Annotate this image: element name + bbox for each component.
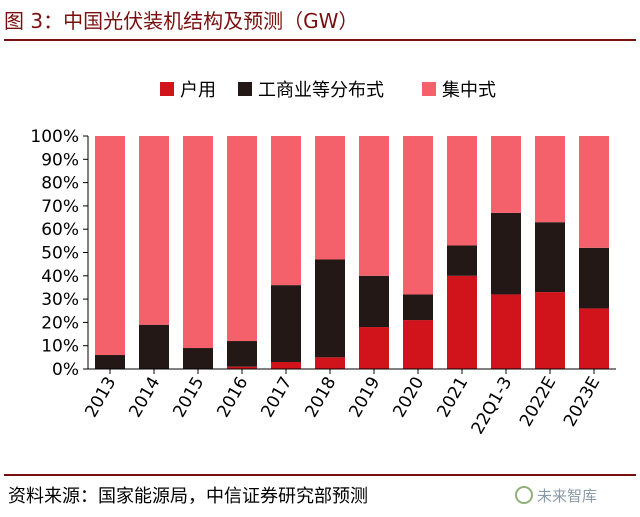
legend-item-centralized: 集中式	[422, 72, 496, 106]
legend-item-distributed: 工商业等分布式	[238, 72, 384, 106]
bar-segment-distributed	[315, 259, 345, 358]
bar-segment-household	[579, 308, 609, 369]
bar-segment-centralized	[315, 136, 345, 260]
bar-segment-distributed	[447, 245, 477, 276]
legend-label-distributed: 工商业等分布式	[258, 80, 384, 101]
bar-segment-centralized	[579, 136, 609, 248]
source-note: 资料来源：国家能源局，中信证券研究部预测	[8, 486, 368, 507]
x-tick-label: 2017	[257, 374, 296, 421]
y-tick-label: 20%	[41, 313, 79, 333]
bar-segment-centralized	[271, 136, 301, 286]
chart-title: 图 3：中国光伏装机结构及预测（GW）	[4, 9, 359, 33]
stacked-bar-chart: 0%10%20%30%40%50%60%70%80%90%100%2013 201…	[30, 127, 616, 438]
x-tick-label: 2021	[433, 374, 472, 421]
legend-label-household: 户用	[180, 80, 216, 101]
bar-segment-centralized	[491, 136, 521, 213]
x-tick-label: 2014	[125, 374, 164, 421]
bar-segment-distributed	[491, 212, 521, 295]
bar-segment-household	[315, 357, 345, 369]
bar-segment-centralized	[359, 136, 389, 276]
x-tick-label: 2018	[301, 374, 340, 421]
sun-logo-icon	[515, 486, 533, 504]
watermark-text: 未来智库	[537, 486, 598, 505]
legend-swatch-household	[160, 82, 174, 96]
y-tick-label: 90%	[41, 150, 79, 170]
x-tick-label: 2020	[389, 374, 428, 421]
bar-segment-distributed	[359, 275, 389, 328]
y-tick-label: 100%	[30, 127, 79, 147]
x-tick-label: 22Q1-3	[468, 374, 517, 438]
y-tick-label: 50%	[41, 244, 79, 264]
bar-segment-distributed	[579, 247, 609, 309]
y-tick-label: 10%	[41, 337, 79, 357]
bar-segment-household	[491, 294, 521, 369]
bar-segment-household	[359, 327, 389, 369]
bar-segment-centralized	[183, 136, 213, 349]
x-tick-label: 2023E	[560, 374, 604, 431]
bar-segment-distributed	[535, 222, 565, 293]
footer-divider	[4, 474, 636, 476]
legend-swatch-centralized	[422, 82, 436, 96]
bar-segment-distributed	[403, 294, 433, 321]
bar-segment-centralized	[95, 136, 125, 356]
bar-segment-household	[535, 292, 565, 369]
legend-item-household: 户用	[160, 72, 216, 106]
bar-segment-household	[447, 275, 477, 369]
bar-segment-household	[403, 320, 433, 369]
y-tick-label: 80%	[41, 174, 79, 194]
bar-segment-distributed	[95, 355, 125, 369]
y-tick-label: 40%	[41, 267, 79, 287]
y-tick-label: 30%	[41, 290, 79, 310]
y-tick-label: 0%	[52, 360, 79, 380]
watermark: 未来智库	[515, 478, 635, 512]
x-tick-label: 2022E	[516, 374, 560, 431]
y-tick-label: 60%	[41, 220, 79, 240]
bar-segment-distributed	[227, 341, 257, 367]
bar-segment-household	[271, 362, 301, 369]
x-tick-label: 2016	[213, 374, 252, 421]
x-tick-label: 2013	[81, 374, 120, 421]
bar-segment-distributed	[139, 324, 169, 369]
chart-legend: 户用 工商业等分布式 集中式	[0, 72, 640, 106]
bar-segment-distributed	[183, 348, 213, 369]
bar-segment-centralized	[535, 136, 565, 223]
x-tick-label: 2015	[169, 374, 208, 421]
bar-segment-centralized	[227, 136, 257, 342]
title-divider	[4, 39, 636, 41]
bar-segment-centralized	[403, 136, 433, 295]
bar-segment-household	[227, 366, 257, 369]
bar-segment-centralized	[139, 136, 169, 325]
legend-label-centralized: 集中式	[442, 80, 496, 101]
x-tick-label: 2019	[345, 374, 384, 421]
bar-segment-centralized	[447, 136, 477, 246]
legend-swatch-distributed	[238, 82, 252, 96]
bar-segment-distributed	[271, 285, 301, 363]
y-tick-label: 70%	[41, 197, 79, 217]
